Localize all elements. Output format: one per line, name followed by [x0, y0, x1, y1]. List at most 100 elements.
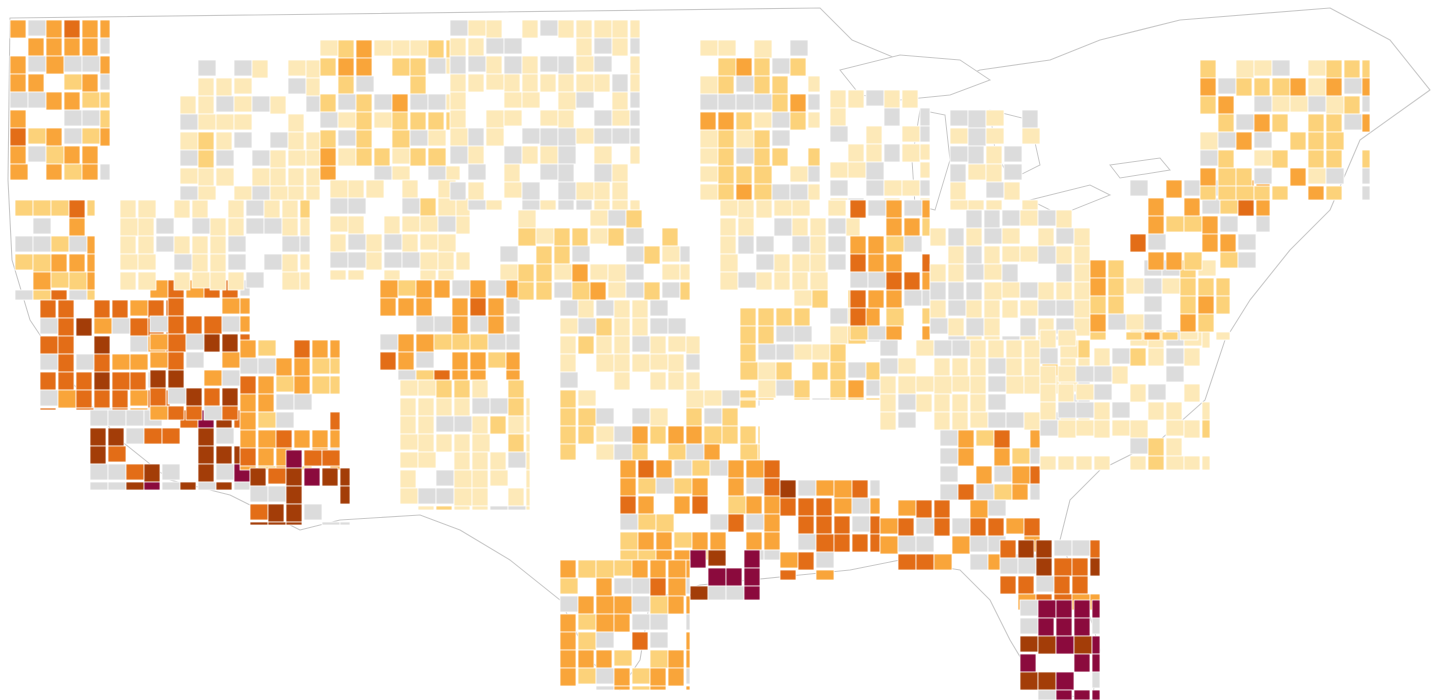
county-oklahoma — [739, 443, 759, 461]
county-minnesota — [753, 39, 773, 59]
county-virginia — [1143, 295, 1163, 313]
county-north-texas — [745, 531, 763, 551]
county-dakotas — [593, 163, 613, 183]
county-dakotas — [521, 19, 539, 39]
county-montana — [391, 111, 409, 131]
county-gulf-coast — [1005, 517, 1025, 535]
county-wyoming — [401, 251, 421, 269]
county-minnesota — [717, 93, 737, 111]
county-nebraska — [661, 263, 681, 281]
county-utah — [281, 235, 301, 253]
county-new-mexico — [453, 415, 473, 433]
county-mid-atlantic — [1183, 251, 1203, 271]
county-new-mexico — [399, 433, 419, 451]
county-south-texas — [649, 577, 667, 597]
county-idaho — [197, 167, 215, 187]
county-mid-atlantic — [1237, 251, 1257, 269]
county-dakotas — [593, 127, 613, 145]
county-nebraska — [535, 263, 553, 283]
county-nevada — [221, 405, 239, 421]
county-dakotas — [503, 55, 523, 75]
county-illinois — [921, 271, 931, 291]
county-north-texas — [655, 549, 673, 561]
county-carolinas — [1129, 455, 1147, 471]
county-northern-california — [86, 235, 96, 255]
county-kentucky-tennessee — [987, 357, 1007, 375]
county-wyoming — [437, 233, 457, 253]
county-dakotas — [575, 181, 595, 201]
county-illinois — [921, 289, 931, 307]
county-oklahoma — [631, 443, 649, 461]
county-new-england — [1289, 77, 1307, 97]
county-louisiana — [869, 515, 881, 535]
county-new-mexico — [453, 433, 471, 453]
county-indiana-ohio — [965, 227, 983, 247]
county-new-mexico — [453, 451, 471, 471]
county-wisconsin — [865, 179, 885, 197]
county-wyoming — [419, 233, 439, 251]
county-indiana-ohio — [1001, 227, 1021, 245]
county-nevada — [221, 315, 241, 333]
county-nevada — [149, 351, 169, 369]
county-utah — [173, 199, 191, 219]
county-kansas — [667, 371, 685, 391]
county-missouri — [847, 379, 865, 399]
county-northern-california — [32, 235, 52, 253]
county-dakotas — [593, 55, 613, 73]
county-dakotas — [467, 127, 485, 147]
county-carolinas — [1147, 347, 1165, 367]
county-south-texas — [685, 667, 691, 685]
county-montana — [319, 93, 337, 113]
county-missouri — [811, 343, 831, 361]
county-southern-arizona — [267, 485, 287, 503]
county-atlanta — [1029, 483, 1041, 501]
county-idaho — [233, 77, 253, 95]
county-north-florida — [1089, 539, 1101, 559]
county-northern-california — [50, 271, 70, 289]
county-south-texas — [685, 685, 691, 691]
county-wyoming — [401, 197, 421, 215]
county-wisconsin — [919, 107, 931, 127]
county-new-mexico — [435, 505, 453, 511]
county-new-england — [1235, 113, 1255, 131]
county-nevada — [221, 369, 241, 387]
county-dakotas — [467, 181, 485, 201]
county-dakotas — [557, 109, 575, 129]
county-iowa — [755, 235, 775, 253]
county-south-texas — [595, 595, 615, 615]
county-montana — [445, 165, 461, 181]
county-louisiana — [815, 479, 835, 497]
county-kentucky-tennessee — [969, 411, 989, 429]
county-northern-california — [32, 289, 52, 301]
county-utah — [227, 253, 247, 271]
county-michigan — [1003, 163, 1023, 181]
county-virginia — [1107, 259, 1125, 279]
county-kentucky-tennessee — [879, 357, 899, 375]
county-north-texas — [727, 513, 745, 533]
county-idaho — [215, 167, 235, 187]
county-houston — [707, 585, 727, 601]
county-southern-arizona — [339, 521, 351, 526]
county-dakotas — [449, 37, 467, 57]
county-houston — [707, 567, 727, 587]
county-utah — [299, 253, 311, 271]
county-pacific-northwest — [45, 127, 63, 147]
county-kansas — [667, 353, 685, 373]
county-atlanta — [975, 429, 995, 447]
county-dakotas — [467, 19, 487, 37]
county-missouri — [775, 361, 793, 381]
county-nebraska — [661, 245, 681, 263]
county-nevada — [167, 405, 185, 421]
county-new-england — [1271, 77, 1291, 97]
county-oklahoma — [559, 443, 577, 461]
county-montana — [391, 165, 411, 181]
county-colorado — [415, 351, 435, 369]
county-kansas — [667, 335, 687, 353]
county-kansas — [595, 353, 615, 373]
county-new-mexico — [471, 469, 489, 489]
county-new-mexico — [471, 397, 491, 415]
county-north-florida — [1071, 575, 1089, 595]
county-dakotas — [467, 163, 487, 181]
county-montana — [337, 129, 357, 147]
county-indiana-ohio — [965, 263, 985, 281]
